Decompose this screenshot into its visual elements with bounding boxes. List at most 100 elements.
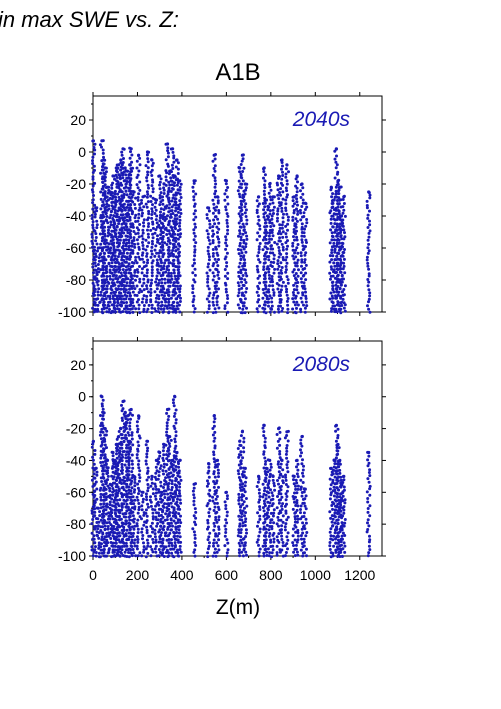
scatter-point — [365, 258, 369, 262]
scatter-point — [267, 288, 270, 292]
scatter-point — [162, 528, 165, 532]
scatter-point — [102, 548, 106, 551]
scatter-point — [157, 474, 161, 478]
scatter-point — [295, 229, 298, 233]
scatter-point — [299, 196, 303, 199]
scatter-point — [295, 472, 299, 476]
scatter-point — [138, 156, 142, 160]
scatter-point — [286, 218, 290, 222]
scatter-point — [335, 280, 339, 284]
scatter-point — [165, 233, 169, 236]
scatter-point — [103, 234, 107, 238]
scatter-point-top — [102, 158, 106, 162]
scatter-point — [245, 237, 249, 241]
scatter-point — [135, 544, 139, 548]
scatter-point — [261, 495, 265, 499]
scatter-point — [331, 296, 335, 300]
scatter-point — [207, 304, 211, 308]
scatter-point — [138, 469, 142, 473]
scatter-point — [334, 429, 338, 433]
scatter-point — [107, 547, 111, 551]
scatter-point — [124, 247, 128, 251]
scatter-point — [337, 446, 341, 450]
scatter-point — [113, 297, 116, 301]
scatter-point — [158, 219, 162, 223]
scatter-point — [295, 238, 299, 242]
scatter-point — [177, 505, 181, 509]
scatter-point — [122, 251, 126, 255]
scatter-point — [120, 208, 124, 212]
scatter-point — [194, 523, 198, 527]
scatter-point — [93, 476, 97, 480]
scatter-point — [167, 414, 171, 418]
scatter-point — [367, 480, 371, 484]
scatter-point — [172, 300, 176, 304]
y-tick-label: -40 — [66, 208, 86, 224]
scatter-point — [91, 466, 95, 470]
scatter-point — [168, 284, 172, 288]
scatter-point — [101, 151, 105, 155]
scatter-point — [343, 544, 347, 548]
scatter-point — [100, 464, 104, 468]
scatter-point — [267, 240, 271, 244]
scatter-point — [281, 258, 285, 262]
scatter-point — [165, 204, 169, 208]
scatter-point — [263, 218, 267, 222]
scatter-point — [365, 255, 369, 259]
scatter-point — [239, 531, 243, 535]
scatter-point — [329, 516, 333, 520]
scatter-point — [294, 530, 298, 534]
scatter-point — [262, 170, 266, 173]
scatter-point — [129, 236, 133, 240]
scatter-point — [277, 255, 281, 259]
scatter-point — [154, 515, 158, 519]
scatter-point — [103, 439, 107, 443]
scatter-point — [103, 280, 107, 284]
scatter-point — [279, 232, 283, 236]
scatter-point — [114, 460, 118, 463]
scatter-point — [328, 211, 332, 215]
scatter-point — [342, 208, 346, 212]
scatter-point — [99, 252, 103, 256]
scatter-point — [294, 484, 297, 488]
scatter-point — [216, 270, 220, 274]
scatter-point — [226, 228, 230, 232]
scatter-point — [122, 231, 126, 235]
scatter-point — [215, 296, 219, 300]
scatter-point — [104, 463, 108, 466]
scatter-point — [271, 533, 275, 537]
scatter-point — [171, 249, 175, 252]
scatter-point — [101, 165, 104, 169]
scatter-point — [130, 538, 134, 542]
scatter-point — [245, 531, 248, 535]
scatter-point — [105, 521, 109, 525]
scatter-point — [119, 540, 123, 544]
scatter-point — [256, 268, 260, 272]
scatter-point — [167, 487, 170, 491]
scatter-point — [267, 290, 271, 294]
scatter-point — [106, 474, 110, 478]
scatter-point — [285, 252, 289, 256]
scatter-point — [191, 304, 195, 308]
scatter-point — [293, 303, 297, 307]
scatter-point — [116, 255, 120, 259]
scatter-point — [133, 484, 137, 488]
scatter-point — [336, 434, 340, 437]
scatter-point — [121, 419, 124, 422]
scatter-point — [278, 450, 282, 453]
scatter-point — [127, 469, 131, 473]
scatter-point — [102, 162, 106, 166]
scatter-point — [305, 304, 309, 308]
scatter-point — [263, 548, 267, 552]
scatter-point — [118, 217, 122, 220]
scatter-point — [108, 517, 112, 521]
scatter-point — [214, 554, 218, 558]
scatter-point — [292, 211, 296, 215]
scatter-point — [102, 300, 106, 304]
scatter-point — [224, 188, 228, 192]
scatter-point — [94, 239, 98, 243]
scatter-point — [161, 198, 165, 202]
scatter-point — [100, 542, 103, 546]
scatter-point — [262, 499, 266, 503]
scatter-point — [301, 521, 305, 525]
